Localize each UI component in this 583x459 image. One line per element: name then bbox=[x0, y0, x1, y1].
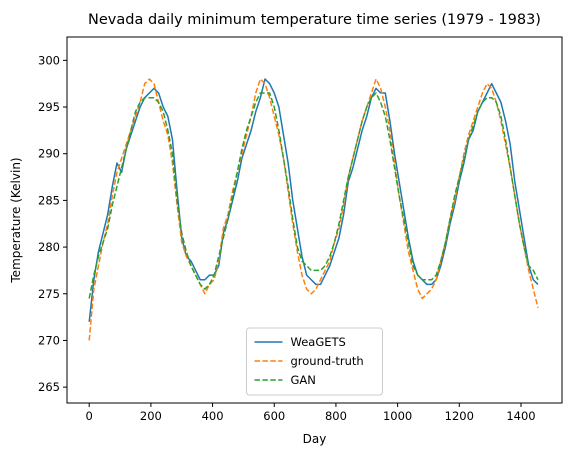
x-tick-label: 0 bbox=[86, 409, 93, 423]
y-tick-label: 280 bbox=[38, 240, 60, 254]
legend-label: WeaGETS bbox=[291, 335, 346, 349]
x-tick-label: 600 bbox=[263, 409, 285, 423]
y-tick-label: 290 bbox=[38, 147, 60, 161]
x-tick-label: 1200 bbox=[445, 409, 474, 423]
legend-box bbox=[246, 327, 383, 396]
x-tick-label: 1000 bbox=[383, 409, 412, 423]
x-tick-label: 800 bbox=[325, 409, 347, 423]
y-tick-label: 285 bbox=[38, 193, 60, 207]
y-tick-label: 265 bbox=[38, 380, 60, 394]
x-tick-label: 400 bbox=[202, 409, 224, 423]
series-line-gan bbox=[88, 92, 539, 299]
y-tick-label: 275 bbox=[38, 287, 60, 301]
y-axis-label: Temperature (Kelvin) bbox=[9, 157, 23, 283]
y-tick-label: 270 bbox=[38, 333, 60, 347]
x-tick-label: 1400 bbox=[506, 409, 535, 423]
y-tick-label: 300 bbox=[38, 53, 60, 67]
x-tick-label: 200 bbox=[140, 409, 162, 423]
legend: WeaGETS ground-truth GAN bbox=[246, 327, 383, 396]
chart-title: Nevada daily minimum temperature time se… bbox=[88, 12, 541, 28]
plot-frame bbox=[66, 36, 563, 404]
legend-label: GAN bbox=[291, 373, 316, 387]
series-line-ground-truth bbox=[88, 78, 539, 341]
x-axis-label: Day bbox=[303, 432, 327, 446]
legend-label: ground-truth bbox=[291, 354, 364, 368]
series-line-weagets bbox=[88, 78, 539, 322]
y-tick-label: 295 bbox=[38, 100, 60, 114]
